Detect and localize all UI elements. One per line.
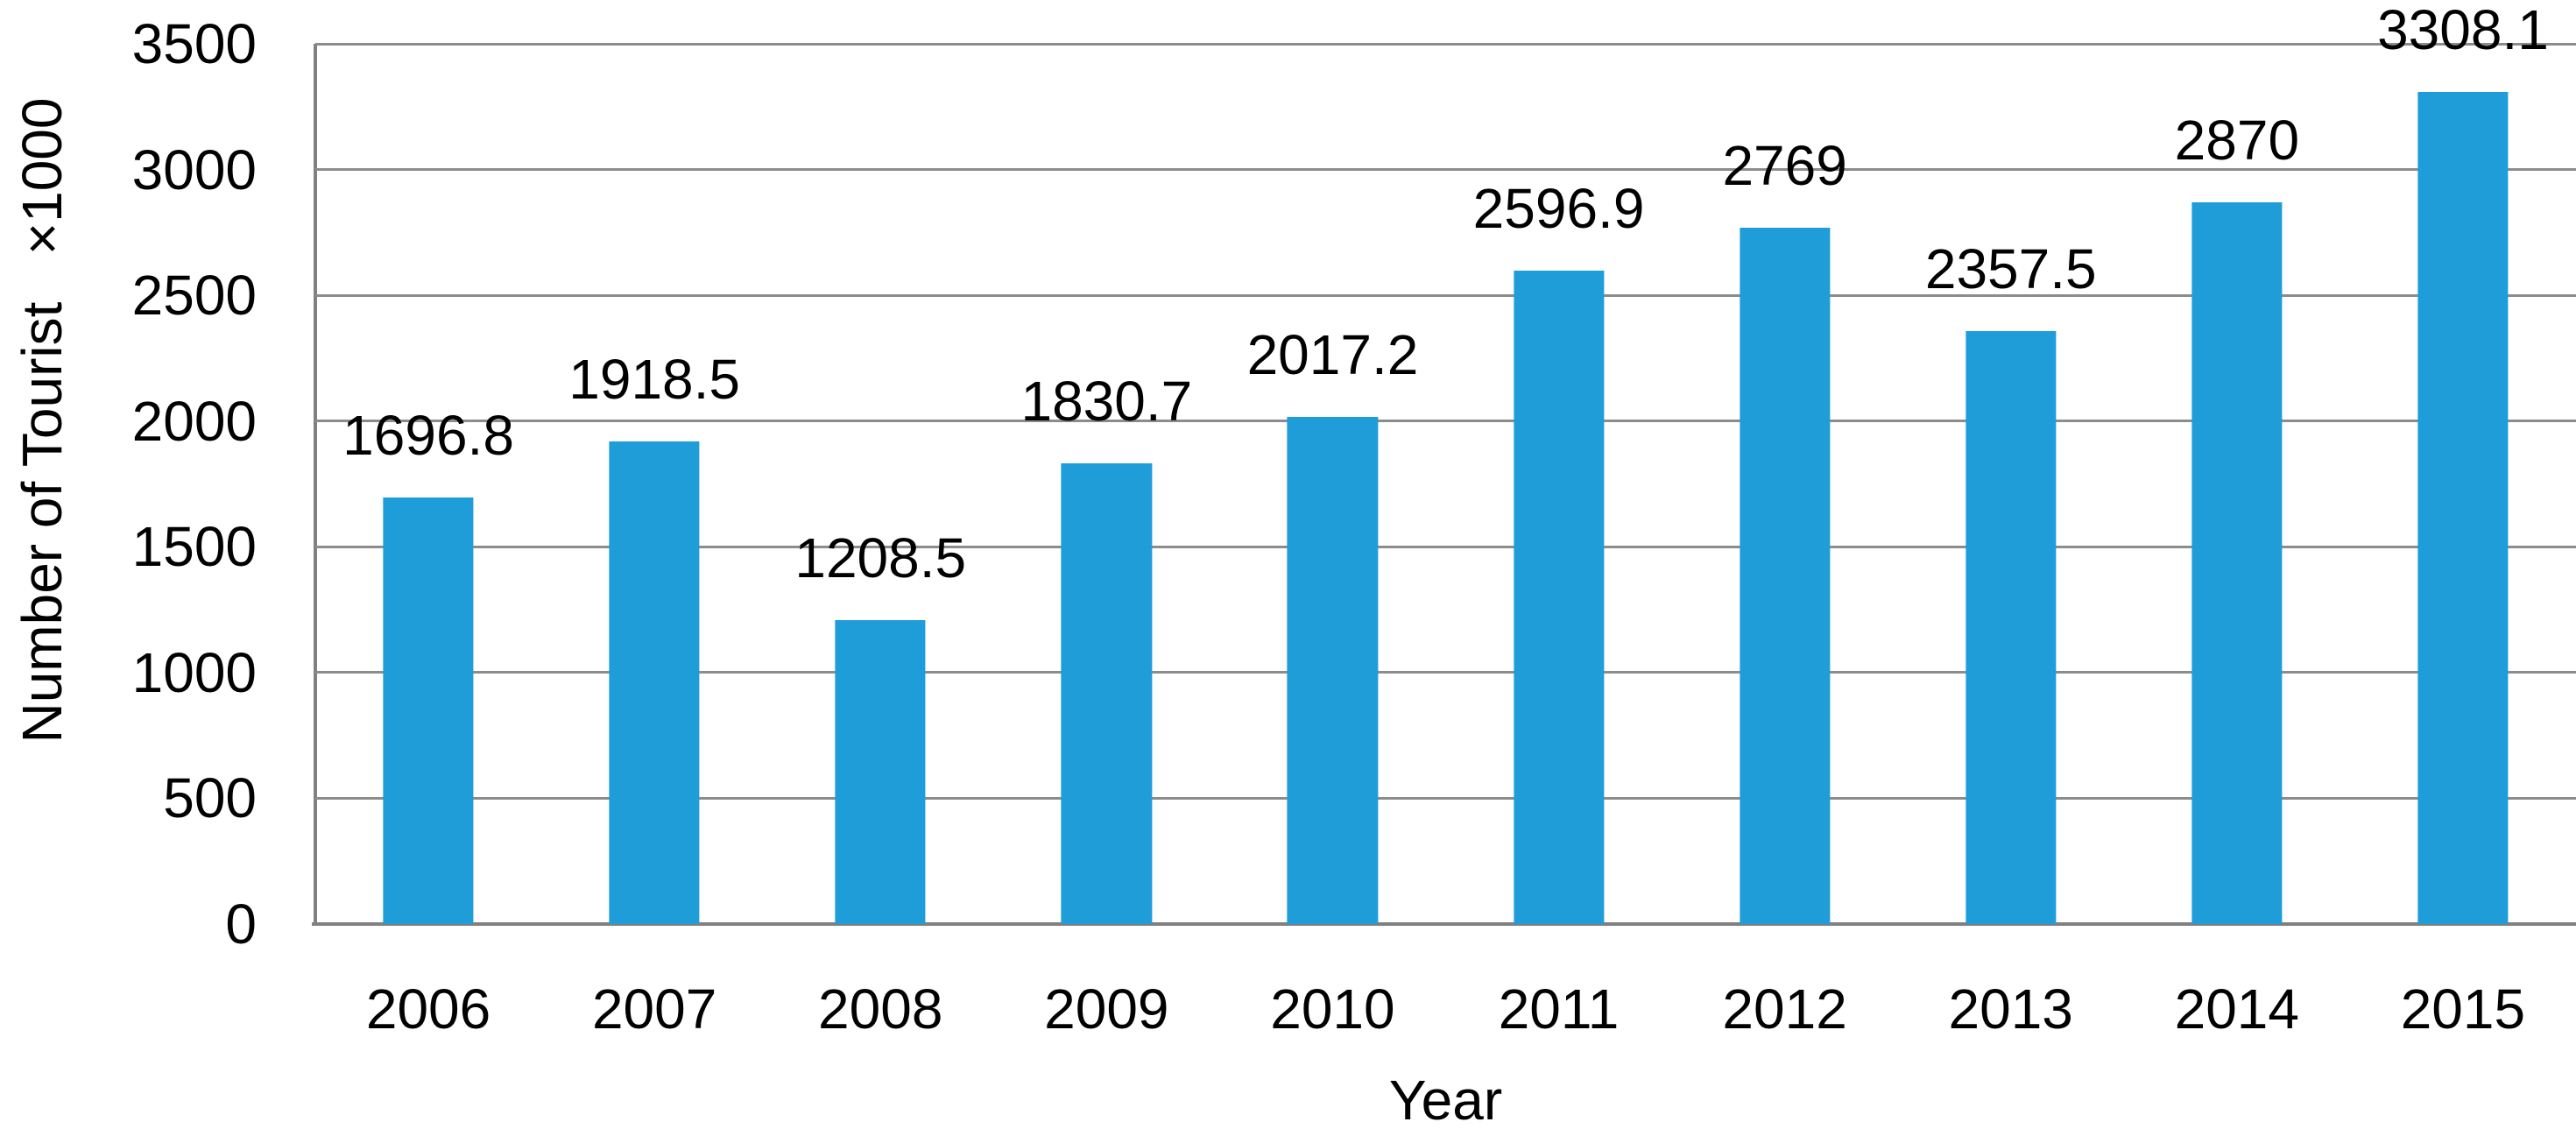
y-tick-label: 500 bbox=[163, 766, 257, 830]
bar-2012 bbox=[1740, 227, 1831, 924]
y-tick-label: 0 bbox=[225, 893, 257, 956]
gridline-500 bbox=[315, 796, 2576, 800]
bar-column-2015: 3308.1 bbox=[2350, 0, 2576, 924]
y-tick-label: 3500 bbox=[131, 12, 257, 75]
data-label: 2769 bbox=[1722, 133, 1847, 197]
bar-2010 bbox=[1287, 416, 1379, 924]
x-axis-title: Year bbox=[1388, 1069, 1503, 1132]
bar-2014 bbox=[2191, 201, 2283, 924]
x-tick-label: 2014 bbox=[2174, 977, 2299, 1041]
x-tick-label: 2009 bbox=[1044, 977, 1169, 1041]
gridline-3500 bbox=[315, 42, 2576, 46]
gridline-3000 bbox=[315, 168, 2576, 172]
data-label: 2017.2 bbox=[1246, 322, 1419, 386]
bar-2008 bbox=[835, 620, 926, 924]
bar-column-2014: 2870 bbox=[2124, 44, 2350, 924]
gridline-2000 bbox=[315, 420, 2576, 423]
x-tick-label: 2006 bbox=[365, 977, 491, 1041]
x-tick-label: 2011 bbox=[1498, 977, 1620, 1041]
data-label: 2357.5 bbox=[1924, 237, 2097, 301]
gridline-2500 bbox=[315, 293, 2576, 297]
gridline-1000 bbox=[315, 671, 2576, 674]
bar-column-2009: 1830.7 bbox=[993, 44, 1219, 924]
bar-2009 bbox=[1061, 463, 1152, 924]
bar-2011 bbox=[1513, 271, 1605, 924]
x-tick-label: 2015 bbox=[2400, 977, 2526, 1041]
bar-column-2007: 1918.5 bbox=[541, 44, 767, 924]
data-label: 2870 bbox=[2174, 108, 2300, 172]
bar-column-2011: 2596.9 bbox=[1446, 44, 1672, 924]
bar-column-2013: 2357.5 bbox=[1898, 44, 2124, 924]
bar-2006 bbox=[383, 497, 474, 924]
bar-2007 bbox=[609, 441, 700, 924]
y-tick-label: 2500 bbox=[131, 264, 257, 328]
data-label: 1830.7 bbox=[1020, 370, 1193, 434]
x-tick-label: 2013 bbox=[1948, 977, 2073, 1041]
y-tick-label: 3000 bbox=[131, 138, 257, 201]
data-label: 3308.1 bbox=[2377, 0, 2549, 62]
x-tick-label: 2010 bbox=[1270, 977, 1395, 1041]
y-tick-label: 2000 bbox=[131, 389, 257, 453]
data-label: 1918.5 bbox=[568, 348, 741, 412]
x-axis-tick-labels: 2006 2007 2008 2009 2010 2011 2012 2013 2014 2015 bbox=[315, 979, 2576, 1039]
x-tick-label: 2008 bbox=[818, 977, 943, 1041]
bar-2013 bbox=[1966, 331, 2057, 924]
x-tick-label: 2007 bbox=[591, 977, 717, 1041]
y-tick-label: 1000 bbox=[131, 640, 257, 704]
data-label: 1208.5 bbox=[794, 526, 967, 589]
plot-area: 1696.8 1918.5 1208.5 1830.7 2017.2 2596.9 2769… bbox=[312, 0, 2576, 926]
x-tick-label: 2012 bbox=[1722, 977, 1847, 1041]
bar-column-2006: 1696.8 bbox=[315, 44, 541, 924]
bar-2015 bbox=[2417, 92, 2509, 924]
gridline-1500 bbox=[315, 545, 2576, 548]
bar-column-2012: 2769 bbox=[1672, 44, 1898, 924]
data-label: 2596.9 bbox=[1472, 177, 1645, 241]
bar-column-2008: 1208.5 bbox=[767, 44, 993, 924]
y-tick-label: 1500 bbox=[131, 515, 257, 579]
data-label: 1696.8 bbox=[342, 403, 514, 467]
bar-column-2010: 2017.2 bbox=[1219, 44, 1445, 924]
y-axis-line bbox=[314, 44, 317, 926]
x-axis-line bbox=[312, 922, 2576, 926]
